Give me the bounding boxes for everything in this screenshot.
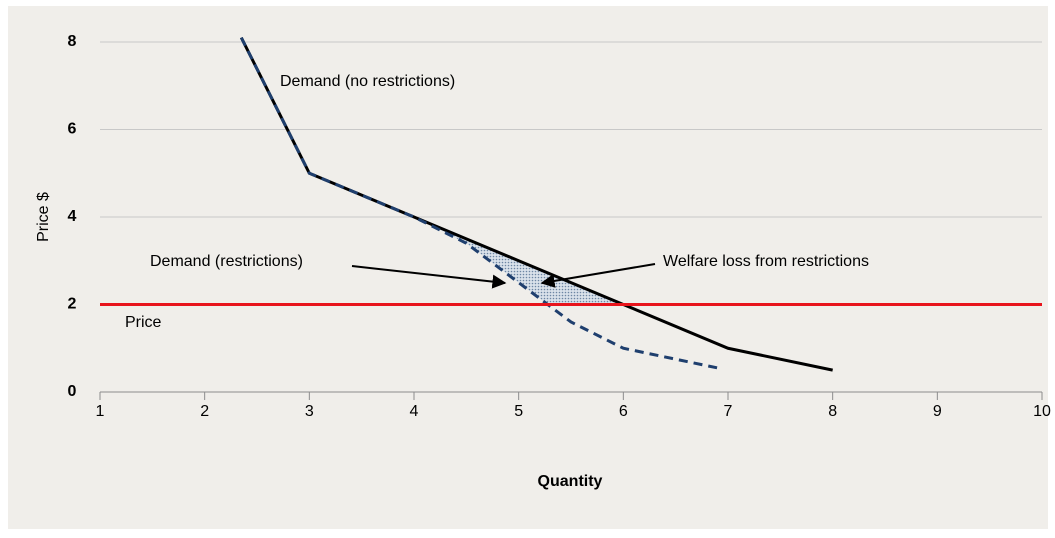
x-tick-label: 1: [96, 403, 105, 420]
y-tick-label: 2: [68, 296, 77, 313]
annotation: Demand (no restrictions): [280, 73, 455, 90]
y-tick-label: 8: [68, 33, 77, 50]
x-tick-label: 8: [828, 403, 837, 420]
x-tick-label: 10: [1033, 403, 1051, 420]
annotation: Demand (restrictions): [150, 253, 303, 270]
x-axis-label: Quantity: [538, 473, 603, 490]
y-axis-label: Price $: [35, 192, 52, 242]
y-tick-label: 6: [68, 121, 77, 138]
x-tick-label: 3: [305, 403, 314, 420]
series-line: [239, 36, 718, 370]
annotation: Price: [125, 314, 162, 331]
x-tick-label: 5: [514, 403, 523, 420]
arrow: [351, 265, 507, 289]
x-tick-label: 6: [619, 403, 628, 420]
x-tick-label: 4: [410, 403, 419, 420]
x-tick-label: 9: [933, 403, 942, 420]
x-tick-label: 2: [200, 403, 209, 420]
annotation: Welfare loss from restrictions: [663, 253, 869, 270]
y-tick-label: 4: [68, 208, 77, 225]
y-tick-label: 0: [68, 383, 77, 400]
x-tick-label: 7: [724, 403, 733, 420]
arrow: [540, 263, 656, 288]
